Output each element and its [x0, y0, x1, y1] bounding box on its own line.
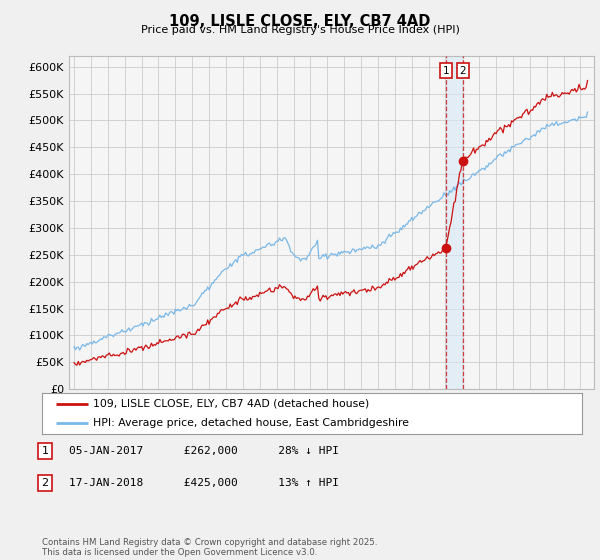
Text: 17-JAN-2018      £425,000      13% ↑ HPI: 17-JAN-2018 £425,000 13% ↑ HPI: [69, 478, 339, 488]
Bar: [446, 56, 463, 389]
Text: HPI: Average price, detached house, East Cambridgeshire: HPI: Average price, detached house, East…: [94, 418, 409, 428]
Text: Contains HM Land Registry data © Crown copyright and database right 2025.
This d: Contains HM Land Registry data © Crown c…: [42, 538, 377, 557]
Text: 1: 1: [41, 446, 49, 456]
Text: 05-JAN-2017      £262,000      28% ↓ HPI: 05-JAN-2017 £262,000 28% ↓ HPI: [69, 446, 339, 456]
Text: 109, LISLE CLOSE, ELY, CB7 4AD: 109, LISLE CLOSE, ELY, CB7 4AD: [169, 14, 431, 29]
Text: 1: 1: [443, 66, 449, 76]
Text: 2: 2: [460, 66, 466, 76]
Text: 2: 2: [41, 478, 49, 488]
Text: 109, LISLE CLOSE, ELY, CB7 4AD (detached house): 109, LISLE CLOSE, ELY, CB7 4AD (detached…: [94, 399, 370, 409]
Text: Price paid vs. HM Land Registry's House Price Index (HPI): Price paid vs. HM Land Registry's House …: [140, 25, 460, 35]
